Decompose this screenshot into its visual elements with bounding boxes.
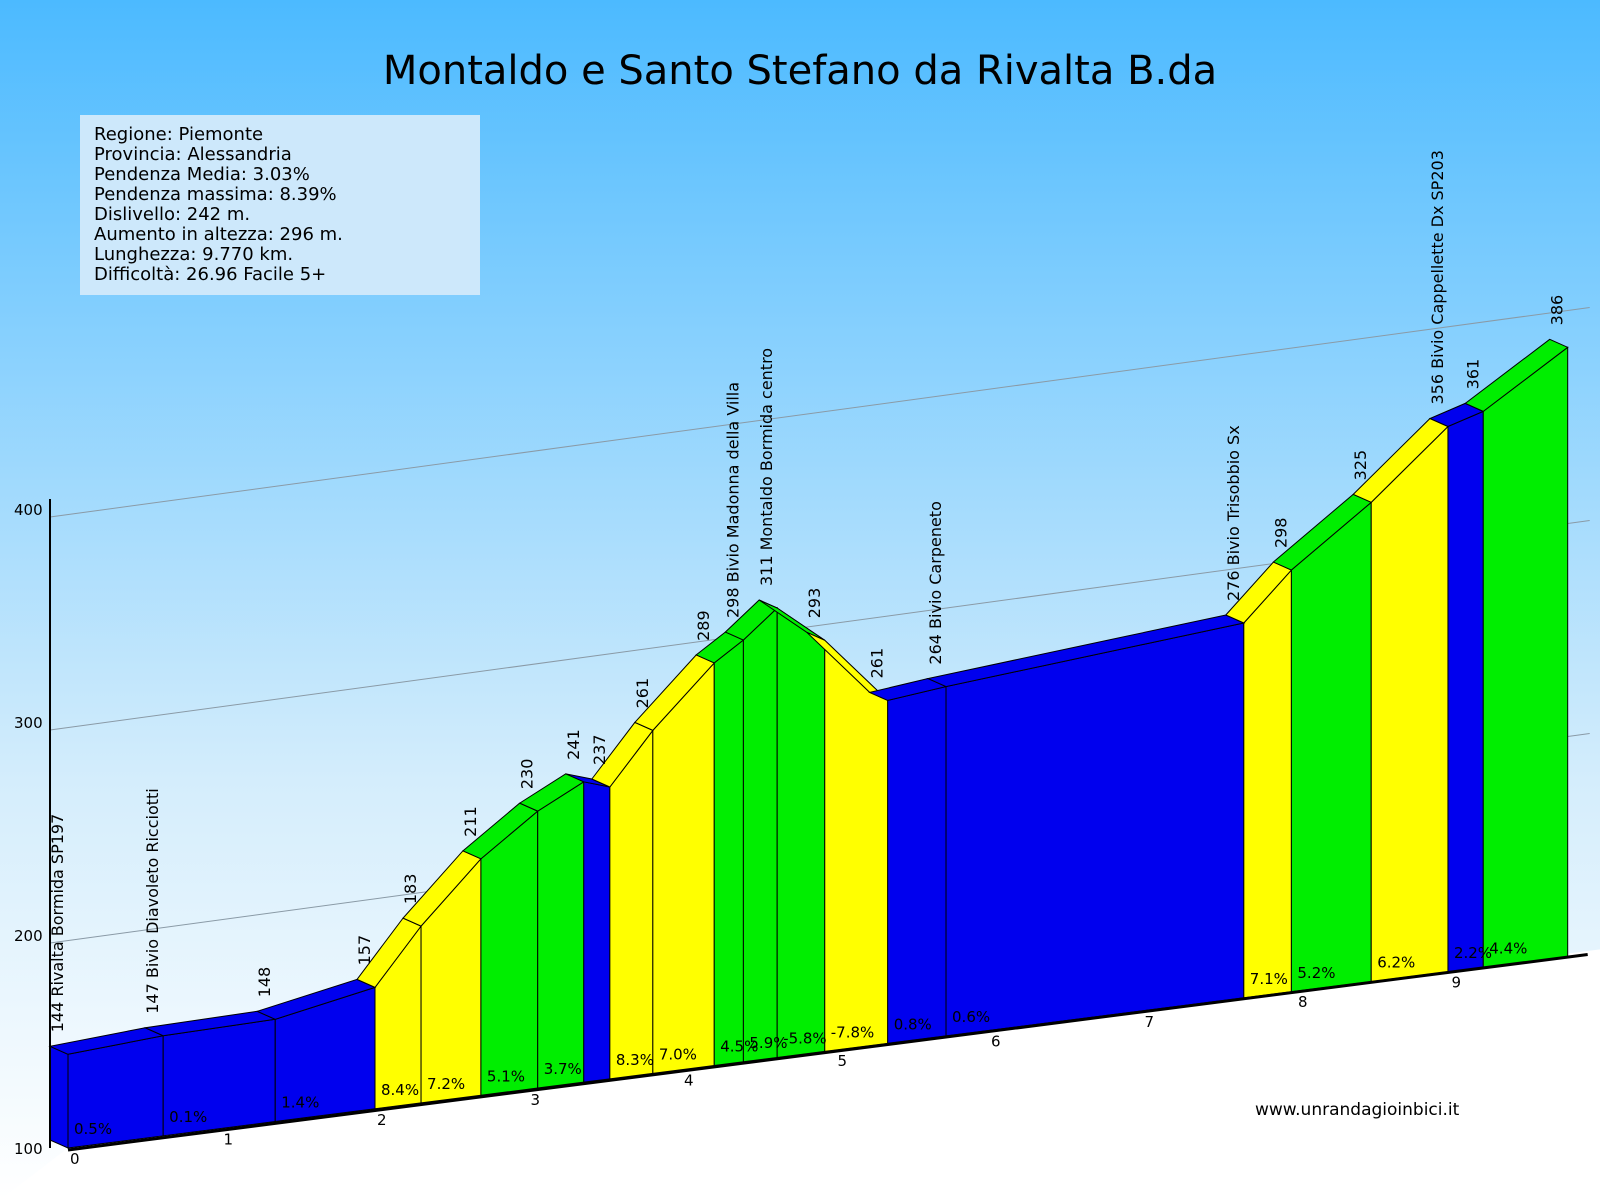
grade-label: 2.2%	[1454, 944, 1492, 962]
route-info-box: Regione: Piemonte Provincia: Alessandria…	[80, 115, 480, 295]
grade-label: 7.2%	[427, 1075, 465, 1093]
point-label: 144 Rivalta Bormida SP197	[48, 814, 67, 1033]
grade-label: 4.4%	[1489, 939, 1527, 957]
segment-wall-13	[824, 639, 889, 1052]
point-label: 211	[461, 806, 480, 837]
grade-label: 0.5%	[74, 1120, 112, 1138]
x-tick-label: 0	[70, 1150, 80, 1168]
info-length: Lunghezza: 9.770 km.	[94, 244, 294, 265]
point-label: 261	[868, 648, 887, 679]
segment-wall-20	[1482, 346, 1569, 968]
point-label: 147 Bivio Diavoleto Ricciotti	[143, 788, 162, 1013]
segment-wall-19	[1447, 410, 1484, 973]
x-tick-label: 5	[838, 1052, 848, 1070]
segment-wall-11	[742, 606, 778, 1063]
segment-wall-15	[945, 622, 1245, 1037]
info-region: Regione: Piemonte	[94, 124, 264, 145]
grade-label: 0.6%	[952, 1008, 990, 1026]
info-max-grade: Pendenza massima: 8.39%	[94, 184, 337, 205]
grade-label: 5.2%	[1297, 964, 1335, 982]
segment-wall-16	[1243, 568, 1292, 999]
info-difficulty: Difficoltà: 26.96 Facile 5+	[94, 264, 327, 285]
x-tick-label: 1	[224, 1130, 234, 1148]
point-label: 293	[805, 588, 824, 619]
point-label: 298	[1271, 518, 1290, 549]
point-label: 148	[255, 967, 274, 998]
info-avg-grade: Pendenza Media: 3.03%	[94, 164, 310, 185]
grade-label: 7.1%	[1250, 970, 1288, 988]
point-label: 261	[633, 678, 652, 709]
segment-wall-7	[583, 781, 611, 1083]
segment-wall-8	[609, 728, 654, 1080]
x-tick-label: 9	[1452, 974, 1462, 992]
point-label: 230	[518, 759, 537, 790]
grade-label: 8.4%	[381, 1081, 419, 1099]
point-label: 361	[1463, 359, 1482, 390]
grade-label: 8.3%	[616, 1051, 654, 1069]
segment-wall-6	[537, 780, 585, 1089]
info-elevation-diff: Dislivello: 242 m.	[94, 204, 251, 225]
x-tick-label: 2	[377, 1111, 387, 1129]
x-tick-label: 8	[1298, 993, 1308, 1011]
website-credit: www.unrandagioinbici.it	[1255, 1100, 1460, 1120]
point-label: 325	[1351, 450, 1370, 481]
point-label: 289	[694, 610, 713, 641]
x-tick-label: 4	[684, 1072, 694, 1090]
point-label: 183	[401, 874, 420, 905]
grade-label: 5.9%	[749, 1034, 787, 1052]
grade-label: 1.4%	[281, 1094, 319, 1112]
x-tick-label: 7	[1145, 1013, 1155, 1031]
segment-wall-10	[713, 638, 744, 1067]
point-label: 276 Bivio Trisobbio Sx	[1224, 425, 1243, 601]
x-tick-label: 6	[991, 1032, 1001, 1050]
grade-label: -5.8%	[783, 1029, 827, 1047]
grade-label: 5.1%	[487, 1067, 525, 1085]
segment-wall-18	[1370, 425, 1449, 983]
point-label: 311 Montaldo Bormida centro	[757, 348, 776, 586]
point-label: 264 Bivio Carpeneto	[926, 501, 945, 664]
point-label: 237	[590, 734, 609, 765]
segment-wall-5	[480, 810, 539, 1096]
grade-label: 0.8%	[894, 1015, 932, 1033]
segment-wall-14	[887, 685, 947, 1044]
grade-label: 4.5%	[720, 1037, 758, 1055]
point-label: 241	[564, 729, 583, 760]
grade-label: 0.1%	[169, 1108, 207, 1126]
gridline-400	[49, 307, 1590, 518]
info-province: Provincia: Alessandria	[94, 144, 292, 165]
point-label: 386	[1548, 295, 1567, 326]
y-tick-label: 300	[14, 714, 43, 732]
point-label: 298 Bivio Madonna della Villa	[723, 382, 742, 618]
grade-label: 6.2%	[1377, 954, 1415, 972]
segment-wall-17	[1290, 501, 1372, 993]
grade-label: 3.7%	[544, 1060, 582, 1078]
grade-label: 7.0%	[659, 1045, 697, 1063]
segment-wall-12	[776, 607, 826, 1059]
point-label: 356 Bivio Cappellette Dx SP203	[1428, 150, 1447, 404]
y-tick-label: 400	[14, 501, 43, 519]
point-label: 157	[355, 935, 374, 966]
y-tick-label: 200	[14, 927, 43, 945]
y-tick-label: 100	[14, 1140, 43, 1158]
segment-wall-9	[652, 661, 715, 1074]
segment-left-cap	[49, 1045, 69, 1149]
ground-plane	[0, 949, 1600, 1200]
x-tick-label: 3	[531, 1091, 541, 1109]
grade-label: -7.8%	[831, 1023, 875, 1041]
x-axis	[67, 953, 1588, 1152]
segment-top-20	[1464, 338, 1569, 412]
info-total-gain: Aumento in altezza: 296 m.	[94, 224, 343, 245]
chart-title: Montaldo e Santo Stefano da Rivalta B.da	[382, 48, 1218, 94]
